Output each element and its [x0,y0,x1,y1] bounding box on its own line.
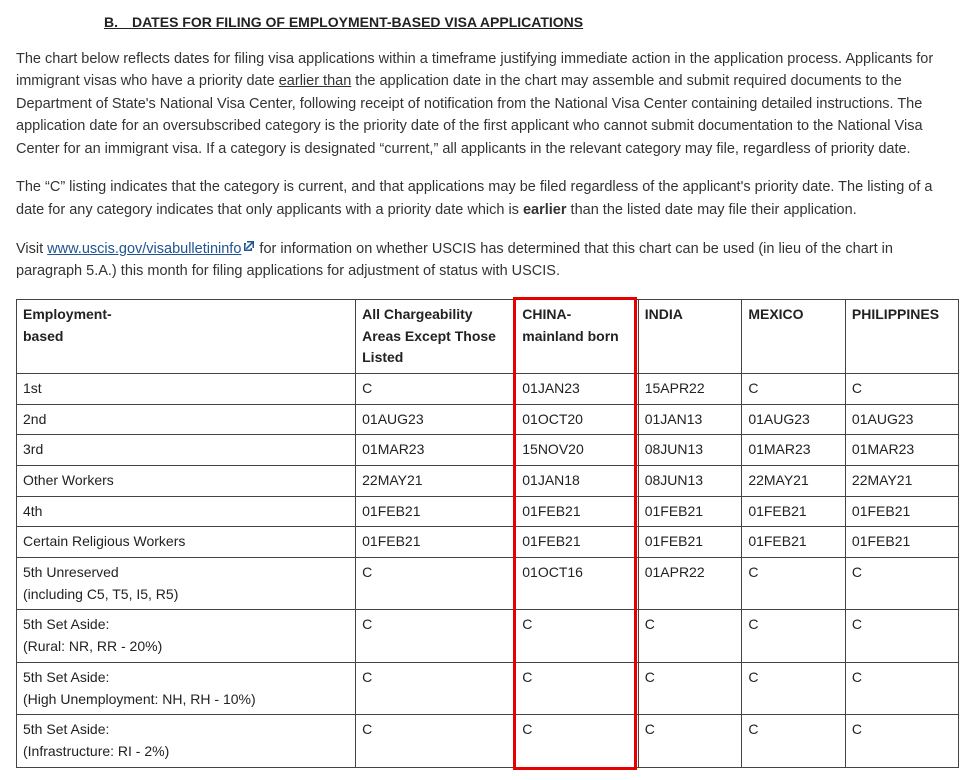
col-header-mexico: MEXICO [742,299,846,373]
table-cell: C [742,610,846,662]
paragraph-3: Visit www.uscis.gov/visabulletininfo for… [16,237,959,283]
table-row: 5th Unreserved(including C5, T5, I5, R5)… [17,558,959,610]
table-cell: 01AUG23 [742,404,846,435]
row-label: 5th Set Aside:(Rural: NR, RR - 20%) [17,610,356,662]
row-label: Certain Religious Workers [17,527,356,558]
uscis-link[interactable]: www.uscis.gov/visabulletininfo [47,241,241,257]
row-label: 5th Unreserved(including C5, T5, I5, R5) [17,558,356,610]
table-cell: C [638,715,742,767]
table-cell: C [845,715,958,767]
table-cell: 01MAR23 [356,435,516,466]
col-header-china: CHINA-mainland born [516,299,638,373]
table-cell: C [356,558,516,610]
row-label: 1st [17,373,356,404]
table-cell: 01AUG23 [356,404,516,435]
table-cell: 01JAN18 [516,466,638,497]
table-cell: 01FEB21 [516,527,638,558]
table-cell: 08JUN13 [638,466,742,497]
table-cell: C [516,662,638,714]
table-cell: C [516,715,638,767]
table-row: 1stC01JAN2315APR22CC [17,373,959,404]
table-cell: 01JAN23 [516,373,638,404]
row-label: 4th [17,496,356,527]
table-cell: 01FEB21 [356,496,516,527]
table-cell: C [845,558,958,610]
table-cell: 22MAY21 [742,466,846,497]
table-cell: 01FEB21 [638,527,742,558]
table-header-row: Employment-based All Chargeability Areas… [17,299,959,373]
table-cell: C [742,715,846,767]
row-label: 5th Set Aside:(High Unemployment: NH, RH… [17,662,356,714]
table-body: 1stC01JAN2315APR22CC2nd01AUG2301OCT2001J… [17,373,959,767]
col-header-category: Employment-based [17,299,356,373]
paragraph-2: The “C” listing indicates that the categ… [16,176,959,221]
table-cell: C [356,610,516,662]
col-header-india: INDIA [638,299,742,373]
p2-post: than the listed date may file their appl… [567,202,857,218]
p2-bold: earlier [523,202,567,218]
section-heading: B. DATES FOR FILING OF EMPLOYMENT-BASED … [104,12,959,34]
table-cell: 15APR22 [638,373,742,404]
table-row: Certain Religious Workers01FEB2101FEB210… [17,527,959,558]
table-cell: C [516,610,638,662]
table-cell: C [845,610,958,662]
table-cell: 01FEB21 [742,496,846,527]
row-label: 5th Set Aside:(Infrastructure: RI - 2%) [17,715,356,767]
table-cell: 01FEB21 [638,496,742,527]
table-row: 3rd01MAR2315NOV2008JUN1301MAR2301MAR23 [17,435,959,466]
table-cell: 01FEB21 [845,496,958,527]
table-cell: 01JAN13 [638,404,742,435]
col-header-all: All Chargeability Areas Except Those Lis… [356,299,516,373]
table-cell: 01FEB21 [742,527,846,558]
table-cell: 01FEB21 [356,527,516,558]
table-cell: 01OCT20 [516,404,638,435]
table-cell: C [742,373,846,404]
table-cell: 01MAR23 [845,435,958,466]
table-cell: 01APR22 [638,558,742,610]
table-cell: C [356,662,516,714]
table-row: Other Workers22MAY2101JAN1808JUN1322MAY2… [17,466,959,497]
table-cell: C [845,373,958,404]
table-cell: 22MAY21 [845,466,958,497]
table-cell: 01FEB21 [516,496,638,527]
filing-dates-table: Employment-based All Chargeability Areas… [16,299,959,768]
external-link-icon [243,237,255,249]
table-row: 5th Set Aside:(High Unemployment: NH, RH… [17,662,959,714]
paragraph-1: The chart below reflects dates for filin… [16,48,959,160]
table-cell: C [845,662,958,714]
table-cell: 22MAY21 [356,466,516,497]
p3-pre: Visit [16,241,47,257]
table-cell: C [742,558,846,610]
table-row: 5th Set Aside:(Rural: NR, RR - 20%)CCCCC [17,610,959,662]
table-cell: 15NOV20 [516,435,638,466]
table-cell: C [638,662,742,714]
table-cell: 01AUG23 [845,404,958,435]
table-row: 2nd01AUG2301OCT2001JAN1301AUG2301AUG23 [17,404,959,435]
table-cell: C [356,715,516,767]
table-cell: 08JUN13 [638,435,742,466]
table-cell: 01MAR23 [742,435,846,466]
row-label: 3rd [17,435,356,466]
table-row: 5th Set Aside:(Infrastructure: RI - 2%)C… [17,715,959,767]
table-row: 4th01FEB2101FEB2101FEB2101FEB2101FEB21 [17,496,959,527]
p1-underline: earlier than [279,73,352,89]
filing-dates-table-wrap: Employment-based All Chargeability Areas… [16,299,959,768]
table-cell: 01OCT16 [516,558,638,610]
table-cell: 01FEB21 [845,527,958,558]
table-cell: C [638,610,742,662]
table-cell: C [356,373,516,404]
table-cell: C [742,662,846,714]
col-header-philippines: PHILIPPINES [845,299,958,373]
row-label: Other Workers [17,466,356,497]
row-label: 2nd [17,404,356,435]
